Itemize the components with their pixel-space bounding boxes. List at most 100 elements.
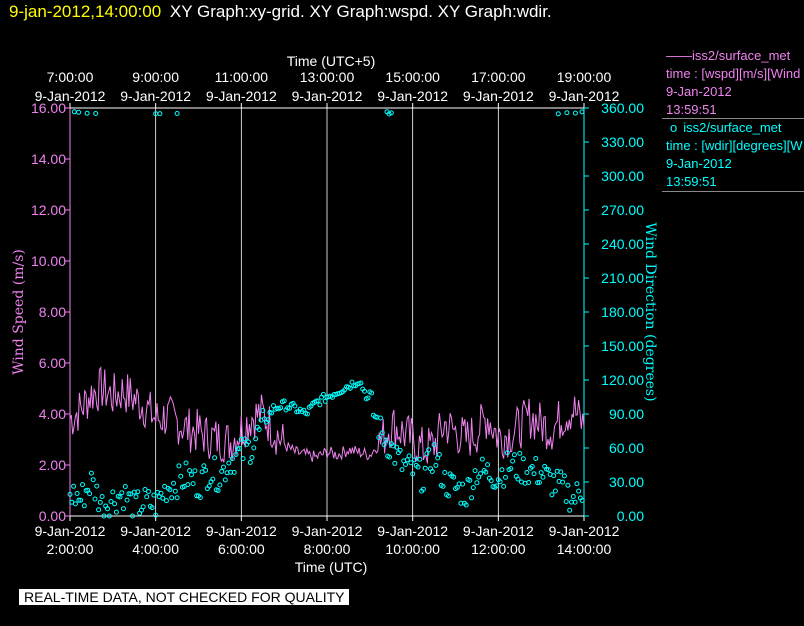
wdir-point xyxy=(106,513,112,519)
wdir-point xyxy=(436,452,442,457)
wdir-point xyxy=(552,488,558,494)
wdir-point xyxy=(71,109,77,115)
bottom-tick-date: 9-Jan-2012 xyxy=(35,523,106,539)
bottom-tick-time: 12:00:00 xyxy=(471,541,526,557)
wdir-point xyxy=(412,457,417,463)
wdir-point xyxy=(479,456,485,462)
wdir-point xyxy=(511,452,517,458)
y-left-tick-label: 12.00 xyxy=(31,202,66,218)
wdir-point xyxy=(96,507,102,513)
wdir-point xyxy=(529,464,535,469)
wdir-point xyxy=(72,501,78,507)
wdir-point xyxy=(292,403,298,409)
top-tick-time: 19:00:00 xyxy=(557,69,612,85)
y-axis-right-label: Wind Direction (degrees) xyxy=(642,222,658,401)
y-left-tick-label: 16.00 xyxy=(31,100,66,116)
wdir-point xyxy=(320,391,326,397)
wdir-point xyxy=(90,477,96,483)
wdir-point xyxy=(403,462,408,467)
wdir-point xyxy=(535,480,541,486)
y-right-tick-label: 330.00 xyxy=(601,134,644,150)
wdir-point xyxy=(531,471,537,477)
bottom-tick-date: 9-Jan-2012 xyxy=(292,523,363,539)
wdir-point xyxy=(217,482,223,488)
legend-wspd-name: iss2/surface_met xyxy=(692,48,791,63)
wdir-point xyxy=(422,465,428,471)
wdir-point xyxy=(499,467,505,473)
legend-wspd-time: 13:59:51 xyxy=(666,102,717,117)
wdir-point xyxy=(281,398,287,404)
wdir-point xyxy=(242,436,248,442)
wdir-point xyxy=(483,469,489,475)
wdir-point xyxy=(579,498,585,503)
header-graph-list: XY Graph:xy-grid. XY Graph:wspd. XY Grap… xyxy=(169,2,552,21)
top-tick-time: 9:00:00 xyxy=(132,69,179,85)
bottom-tick-time: 10:00:00 xyxy=(385,541,440,557)
wdir-point xyxy=(347,385,353,391)
wdir-point xyxy=(488,478,494,484)
top-tick-date: 9-Jan-2012 xyxy=(292,88,363,104)
wdir-point xyxy=(188,472,194,478)
wdir-point xyxy=(576,488,582,494)
wdir-point xyxy=(256,427,262,432)
bottom-tick-time: 8:00:00 xyxy=(304,541,351,557)
legend-wind-speed: ——iss2/surface_met time : [wspd][m/s][Wi… xyxy=(666,47,804,119)
wdir-point xyxy=(383,437,389,443)
bottom-tick-date: 9-Jan-2012 xyxy=(377,523,448,539)
wdir-point xyxy=(538,470,544,476)
wdir-point xyxy=(97,499,103,505)
legend-point-marker: o xyxy=(670,120,678,135)
wdir-point xyxy=(206,483,212,489)
wdir-point xyxy=(117,494,123,500)
wdir-point xyxy=(392,460,398,466)
wdir-point xyxy=(71,483,77,489)
wdir-point xyxy=(378,415,383,421)
y-tick-labels: 0.00 2.00 4.00 6.00 8.00 10.00 12.00 14.00 16.00… xyxy=(31,100,644,524)
wdir-point xyxy=(387,454,392,460)
wdir-point xyxy=(417,456,423,462)
wdir-point xyxy=(197,495,203,500)
wdir-point xyxy=(157,111,163,117)
legend-wspd-date: 9-Jan-2012 xyxy=(666,84,732,99)
wdir-point xyxy=(515,476,521,482)
y-left-tick-label: 8.00 xyxy=(39,304,66,320)
wdir-point xyxy=(379,430,385,436)
wdir-point xyxy=(176,463,182,469)
wdir-point xyxy=(105,506,110,512)
wdir-point xyxy=(424,451,430,457)
legend-line-marker: —— xyxy=(666,48,692,63)
wdir-point xyxy=(130,513,135,519)
top-tick-time: 11:00:00 xyxy=(215,69,269,85)
wdir-point xyxy=(67,491,73,497)
bottom-tick-date: 9-Jan-2012 xyxy=(463,523,534,539)
y-left-tick-label: 2.00 xyxy=(39,457,66,473)
wdir-point xyxy=(478,471,483,477)
wdir-point xyxy=(540,474,546,480)
wdir-point xyxy=(445,493,451,499)
wdir-point xyxy=(112,501,118,507)
wdir-point xyxy=(406,453,412,459)
wdir-point xyxy=(426,447,432,453)
wdir-point xyxy=(313,398,319,404)
legend-wdir-desc: time : [wdir][degrees][W xyxy=(666,138,803,153)
wdir-point xyxy=(135,489,141,495)
wdir-point xyxy=(126,491,132,497)
wdir-point xyxy=(545,467,551,473)
bottom-tick-time: 6:00:00 xyxy=(218,541,265,557)
y-left-tick-label: 6.00 xyxy=(39,355,66,371)
top-tick-time: 13:00:00 xyxy=(300,69,355,85)
wdir-point xyxy=(304,411,310,417)
legend-wdir-date: 9-Jan-2012 xyxy=(666,156,732,171)
wdir-point xyxy=(381,442,387,448)
wdir-point xyxy=(567,507,573,513)
wdir-point xyxy=(549,492,555,498)
wdir-point xyxy=(113,509,119,515)
y-right-tick-label: 180.00 xyxy=(601,304,644,320)
x-tick-labels: 7:00:00 9-Jan-2012 9-Jan-2012 2:00:00 9:00:0… xyxy=(35,69,620,557)
wdir-point xyxy=(536,480,542,485)
wdir-point xyxy=(508,466,514,472)
legend-divider xyxy=(662,191,804,192)
wdir-point xyxy=(169,495,175,501)
top-tick-date: 9-Jan-2012 xyxy=(120,88,191,104)
top-tick-date: 9-Jan-2012 xyxy=(377,88,448,104)
